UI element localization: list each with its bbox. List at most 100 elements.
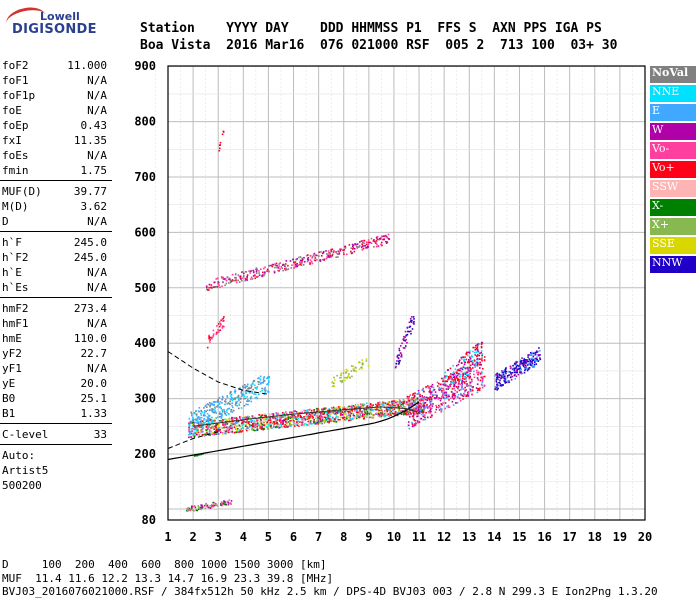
- param-value: 1.33: [80, 407, 108, 420]
- param-name: foF1: [2, 74, 29, 87]
- param-name: foEp: [2, 119, 29, 132]
- param-name: h`F2: [2, 251, 29, 264]
- param-name: M(D): [2, 200, 29, 213]
- x-tick-label: 20: [638, 530, 652, 544]
- true-height-profile: [167, 401, 420, 461]
- param-name: yF2: [2, 347, 22, 360]
- legend-item-w: W: [650, 123, 696, 140]
- param-value: N/A: [87, 74, 107, 87]
- param-value: 1.75: [80, 164, 108, 177]
- param-row: hmF1 N/A: [0, 316, 112, 331]
- digisonde-logo: Lowell DIGISONDE: [2, 2, 102, 44]
- param-name: h`E: [2, 266, 22, 279]
- param-name: D: [2, 215, 9, 228]
- param-value: N/A: [87, 215, 107, 228]
- y-tick-label: 700: [134, 170, 156, 184]
- x-tick-label: 17: [562, 530, 576, 544]
- param-row: C-level 33: [0, 427, 112, 442]
- param-value: N/A: [87, 281, 107, 294]
- param-row: foF2 11.000: [0, 58, 112, 73]
- x-tick-label: 14: [487, 530, 501, 544]
- x-tick-label: 11: [412, 530, 426, 544]
- param-name: yE: [2, 377, 16, 390]
- legend-item-ssw: SSW: [650, 180, 696, 197]
- logo-line-2: DIGISONDE: [12, 22, 97, 37]
- param-name: hmF1: [2, 317, 29, 330]
- x-tick-label: 1: [164, 530, 171, 544]
- param-value: 245.0: [73, 236, 107, 249]
- y-tick-label: 900: [134, 59, 156, 73]
- x-tick-label: 3: [215, 530, 222, 544]
- footer-distance-row: D 100 200 400 600 800 1000 1500 3000 [km…: [2, 558, 327, 571]
- param-value: 11.35: [73, 134, 107, 147]
- y-tick-label: 500: [134, 281, 156, 295]
- polarization-legend: NoVal NNE E W Vo- Vo+ SSW X- X+ SSE NNW: [650, 66, 696, 275]
- station-header: Station YYYY DAY DDD HHMMSS P1 FFS S AXN…: [140, 20, 617, 54]
- param-row: hmE 110.0: [0, 331, 112, 346]
- param-row: yF1 N/A: [0, 361, 112, 376]
- param-name: foE: [2, 104, 22, 117]
- legend-item-nnw: NNW: [650, 256, 696, 273]
- logo-line-1: Lowell: [40, 10, 80, 23]
- param-row: foF1p N/A: [0, 88, 112, 103]
- param-separator: [0, 297, 112, 298]
- x-tick-label: 12: [437, 530, 451, 544]
- param-row: D N/A: [0, 214, 112, 229]
- param-value: 11.000: [67, 59, 107, 72]
- param-value: 22.7: [80, 347, 108, 360]
- param-value: 39.77: [73, 185, 107, 198]
- param-name: yF1: [2, 362, 22, 375]
- param-name: foF1p: [2, 89, 36, 102]
- x-tick-label: 6: [290, 530, 297, 544]
- x-tick-label: 5: [265, 530, 272, 544]
- param-row: foF1 N/A: [0, 73, 112, 88]
- autoscale-info: Auto:: [2, 449, 36, 462]
- param-name: MUF(D): [2, 185, 42, 198]
- param-row: yF2 22.7: [0, 346, 112, 361]
- param-name: fxI: [2, 134, 22, 147]
- header-line-1: Station YYYY DAY DDD HHMMSS P1 FFS S AXN…: [140, 21, 602, 36]
- legend-item-vo-: Vo+: [650, 161, 696, 178]
- x-tick-label: 8: [340, 530, 347, 544]
- param-name: B1: [2, 407, 16, 420]
- param-value: N/A: [87, 89, 107, 102]
- param-row: hmF2 273.4: [0, 301, 112, 316]
- x-tick-label: 16: [537, 530, 551, 544]
- param-value: 3.62: [80, 200, 108, 213]
- param-value: 110.0: [73, 332, 107, 345]
- param-row: h`E N/A: [0, 265, 112, 280]
- param-value: 20.0: [80, 377, 108, 390]
- topside-extrapolation: [167, 351, 269, 395]
- param-name: fmin: [2, 164, 29, 177]
- param-value: 33: [93, 428, 107, 441]
- y-tick-label: 200: [134, 447, 156, 461]
- x-tick-label: 19: [613, 530, 627, 544]
- profile-upper-branch: [193, 406, 420, 427]
- legend-item-sse: SSE: [650, 237, 696, 254]
- param-name: foF2: [2, 59, 29, 72]
- param-value: 25.1: [80, 392, 108, 405]
- param-row: h`Es N/A: [0, 280, 112, 295]
- param-name: hmF2: [2, 302, 29, 315]
- legend-item-noval: NoVal: [650, 66, 696, 83]
- param-value: 0.43: [80, 119, 108, 132]
- footer-muf-row: MUF 11.4 11.6 12.2 13.3 14.7 16.9 23.3 3…: [2, 571, 334, 585]
- param-separator: [0, 444, 112, 445]
- param-row: fmin 1.75: [0, 163, 112, 178]
- param-name: foEs: [2, 149, 29, 162]
- param-row: B0 25.1: [0, 391, 112, 406]
- param-row: fxI 11.35: [0, 133, 112, 148]
- param-value: 273.4: [73, 302, 107, 315]
- x-tick-label: 10: [387, 530, 401, 544]
- autoscale-info: 500200: [2, 479, 42, 492]
- legend-item-e: E: [650, 104, 696, 121]
- param-separator: [0, 231, 112, 232]
- param-row: foEs N/A: [0, 148, 112, 163]
- param-row: MUF(D) 39.77: [0, 184, 112, 199]
- x-tick-label: 9: [365, 530, 372, 544]
- footer: D 100 200 400 600 800 1000 1500 3000 [km…: [2, 558, 658, 599]
- param-row: h`F2 245.0: [0, 250, 112, 265]
- autoscale-info: Artist5: [2, 464, 49, 477]
- param-value: 245.0: [73, 251, 107, 264]
